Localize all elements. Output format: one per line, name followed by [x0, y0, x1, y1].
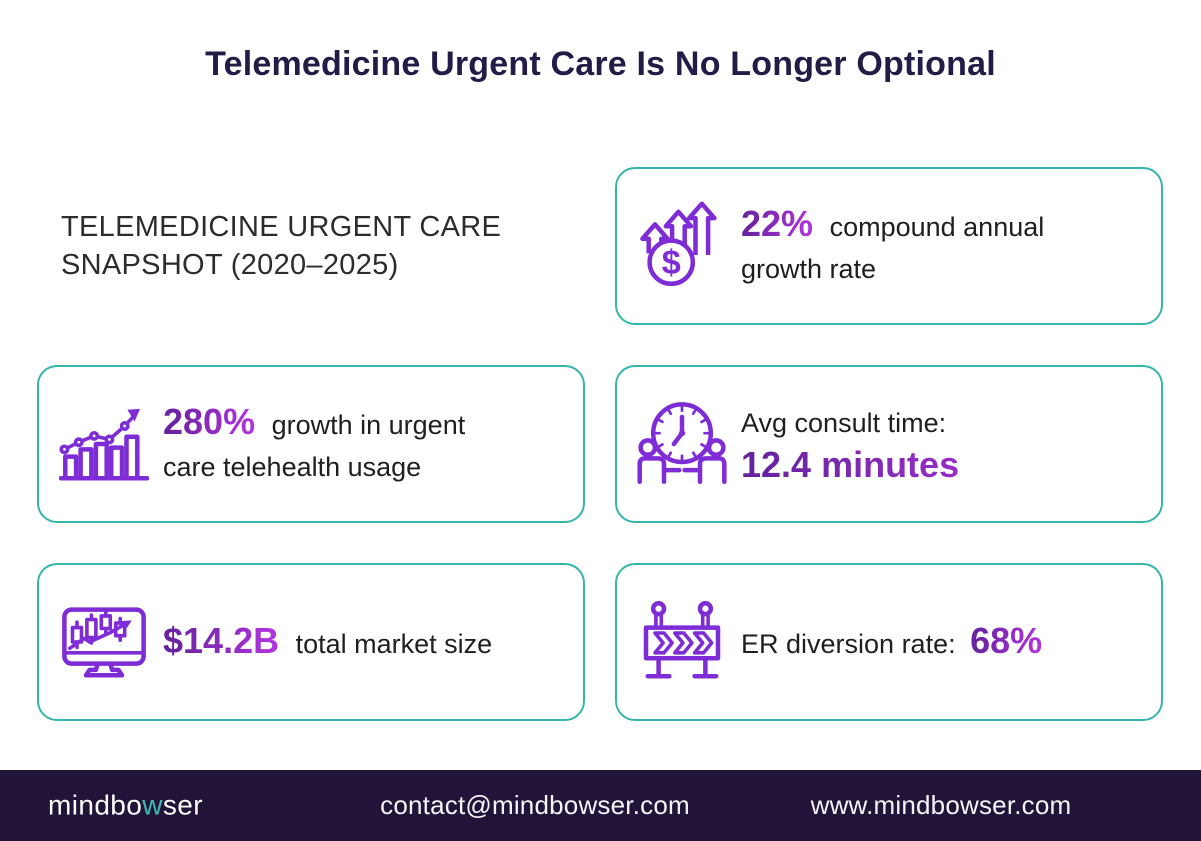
- card-telehealth-growth-text: 280% growth in urgent care telehealth us…: [163, 401, 503, 488]
- stats-grid: TELEMEDICINE URGENT CARE SNAPSHOT (2020–…: [37, 167, 1163, 721]
- card-cagr: $ 22% compound annual growth rate: [615, 167, 1163, 325]
- stat-label: total market size: [295, 628, 493, 659]
- snapshot-heading-text: TELEMEDICINE URGENT CARE SNAPSHOT (2020–…: [61, 211, 502, 281]
- card-er-diversion-text: ER diversion rate: 68%: [741, 620, 1081, 665]
- card-cagr-text: 22% compound annual growth rate: [741, 203, 1081, 290]
- card-consult-time: Avg consult time: 12.4 minutes: [615, 365, 1163, 523]
- svg-text:$: $: [662, 244, 681, 282]
- stat-label: compound annual growth rate: [741, 211, 1045, 284]
- contact-email-link[interactable]: contact@mindbowser.com: [380, 789, 690, 820]
- market-monitor-icon: [59, 597, 149, 687]
- logo-text-accent: w: [142, 788, 163, 820]
- consult-clock-icon: [637, 399, 727, 489]
- snapshot-heading: TELEMEDICINE URGENT CARE SNAPSHOT (2020–…: [37, 167, 585, 325]
- money-growth-arrows-icon: $: [637, 201, 727, 291]
- stat-label: Avg consult time:: [741, 408, 947, 438]
- bar-chart-trend-icon: [59, 399, 149, 489]
- stat-value: 68%: [970, 619, 1043, 661]
- mindbowser-logo: mindbowser: [48, 789, 203, 821]
- card-consult-time-text: Avg consult time: 12.4 minutes: [741, 402, 1081, 486]
- logo-text-prefix: mindbo: [48, 788, 143, 820]
- card-telehealth-growth: 280% growth in urgent care telehealth us…: [37, 365, 585, 523]
- stat-value: 280%: [163, 400, 256, 442]
- footer-bar: mindbowser contact@mindbowser.com www.mi…: [0, 770, 1201, 841]
- page-title: Telemedicine Urgent Care Is No Longer Op…: [205, 45, 996, 83]
- card-market-size: $14.2B total market size: [37, 563, 585, 721]
- barrier-icon: [637, 597, 727, 687]
- stat-value: $14.2B: [163, 619, 280, 661]
- stat-value: 22%: [741, 202, 814, 244]
- logo-text-suffix: ser: [162, 788, 203, 820]
- website-link[interactable]: www.mindbowser.com: [810, 789, 1072, 820]
- stat-value: 12.4 minutes: [741, 444, 1081, 486]
- card-er-diversion: ER diversion rate: 68%: [615, 563, 1163, 721]
- stat-label: ER diversion rate:: [741, 628, 956, 659]
- card-market-size-text: $14.2B total market size: [163, 620, 503, 665]
- stat-label: growth in urgent care telehealth usage: [163, 409, 466, 482]
